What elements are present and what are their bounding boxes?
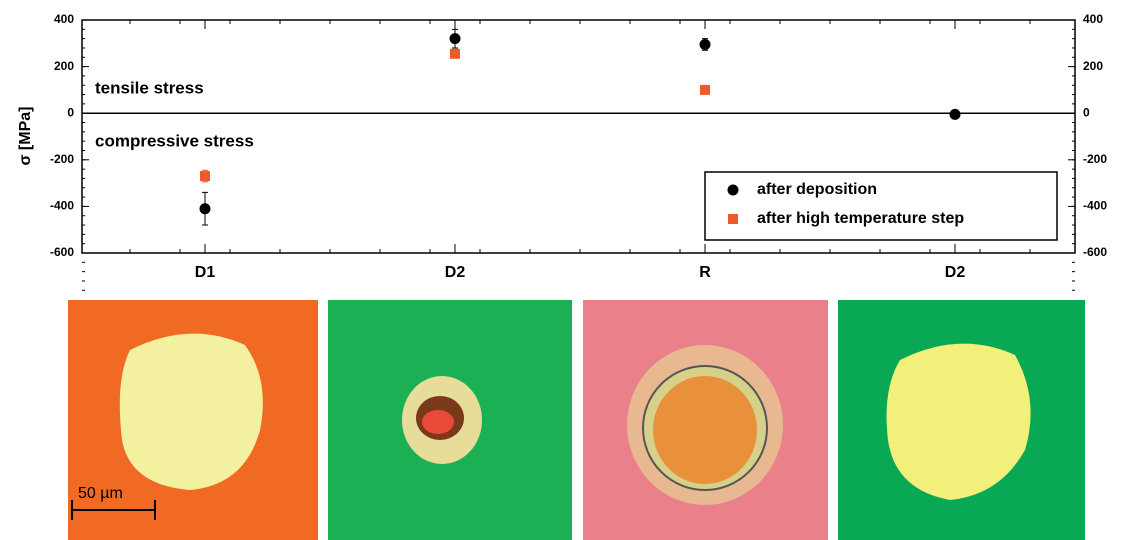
- y-tick-label: 200: [54, 59, 74, 73]
- scale-bar-label: 50 µm: [78, 485, 123, 502]
- x-tick-label: D2: [445, 264, 466, 281]
- y-axis-label: σ [MPa]: [17, 107, 34, 166]
- legend-marker: [728, 185, 739, 196]
- annotation: tensile stress: [95, 78, 204, 97]
- photo-blob: [653, 376, 757, 484]
- y2-tick-label: -600: [1083, 245, 1107, 259]
- legend-label: after high temperature step: [757, 210, 964, 227]
- legend-marker: [728, 214, 738, 224]
- marker: [450, 49, 460, 59]
- micrographs: 50 µm: [68, 300, 1085, 540]
- marker: [700, 85, 710, 95]
- y2-tick-label: -200: [1083, 152, 1107, 166]
- annotation: compressive stress: [95, 131, 254, 150]
- marker: [200, 171, 210, 181]
- legend-label: after deposition: [757, 181, 877, 198]
- x-tick-label: D2: [945, 264, 966, 281]
- figure: σ [MPa] tensile stress compressive stres…: [0, 0, 1127, 540]
- marker: [450, 33, 461, 44]
- y2-tick-label: 0: [1083, 105, 1090, 119]
- x-tick-label: D1: [195, 264, 216, 281]
- marker: [700, 39, 711, 50]
- marker: [950, 109, 961, 120]
- y2-tick-label: 200: [1083, 59, 1103, 73]
- marker: [200, 203, 211, 214]
- photo-blob: [422, 410, 454, 434]
- y-tick-label: 400: [54, 12, 74, 26]
- y-tick-label: -600: [50, 245, 74, 259]
- x-tick-label: R: [699, 264, 711, 281]
- y-tick-label: 0: [67, 105, 74, 119]
- y2-tick-label: -400: [1083, 199, 1107, 213]
- y2-tick-label: 400: [1083, 12, 1103, 26]
- y-tick-label: -200: [50, 152, 74, 166]
- y-tick-label: -400: [50, 199, 74, 213]
